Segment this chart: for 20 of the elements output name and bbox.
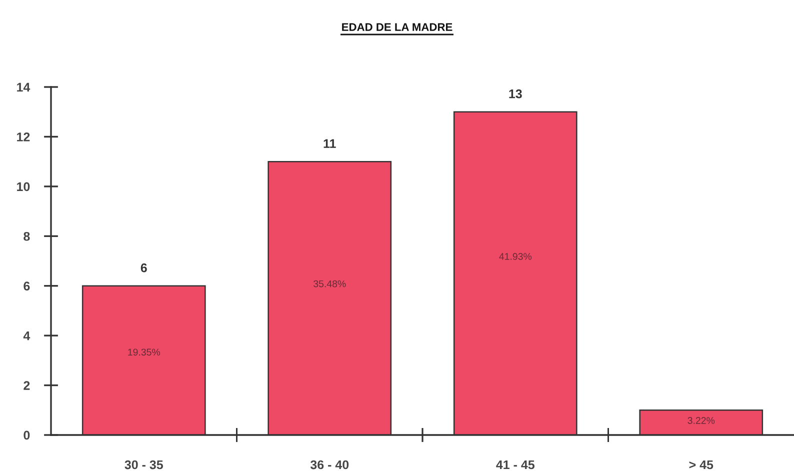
y-tick-label: 14 [17,82,30,92]
annotation: 41.93% [499,252,532,260]
x-tick-label: 41 - 45 [496,460,534,470]
x-tick-label: 36 - 40 [310,460,349,470]
y-tick-label: 10 [17,182,30,192]
chart-title: EDAD DE LA MADRE [342,23,452,31]
data-label: 13 [509,89,522,98]
annotation: 3.22% [688,417,715,424]
x-tick-label: 30 - 35 [124,460,163,470]
y-tick-label: 2 [24,381,30,390]
annotation: 19.35% [128,348,160,356]
annotation: 35.48% [314,280,346,288]
x-tick-label: > 45 [689,460,714,470]
y-tick-label: 12 [17,132,30,142]
y-tick-label: 4 [23,332,30,340]
data-label: 11 [324,139,336,148]
y-tick-label: 0 [24,430,30,440]
y-tick-label: 6 [24,282,30,291]
data-label: 6 [140,263,147,272]
y-tick-label: 8 [24,232,30,241]
